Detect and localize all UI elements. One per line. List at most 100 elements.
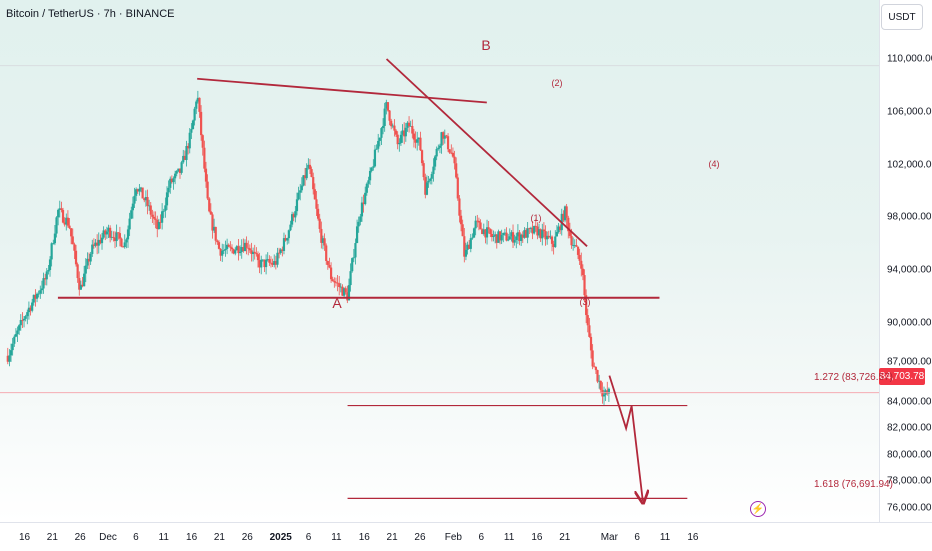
candle-body: [550, 236, 554, 244]
candle-body: [258, 260, 261, 268]
candle-body: [464, 249, 468, 257]
candle-body: [318, 218, 321, 229]
y-tick-label: 110,000.00: [887, 53, 932, 65]
candle-body: [416, 139, 419, 143]
candle-body: [141, 187, 144, 199]
candle-body: [156, 219, 159, 230]
candle-body: [487, 227, 490, 229]
candle-body: [481, 229, 484, 234]
candle-body: [570, 235, 573, 246]
candle-body: [79, 284, 82, 290]
candle-body: [263, 259, 266, 268]
currency-button[interactable]: USDT: [881, 4, 923, 30]
candle-body: [193, 108, 196, 121]
x-tick-label: 21: [559, 532, 571, 543]
candle-body: [248, 248, 251, 251]
candle-body: [315, 199, 318, 209]
candle-body: [65, 217, 68, 225]
candle-body: [388, 110, 391, 121]
y-tick-label: 102,000.00: [887, 159, 932, 171]
x-tick-label: 26: [74, 532, 86, 543]
candle-body: [214, 226, 217, 241]
candle-body: [138, 188, 141, 192]
candle-body: [539, 229, 542, 239]
candle-body: [375, 148, 378, 150]
symbol-title[interactable]: Bitcoin / TetherUS · 7h · BINANCE: [6, 8, 175, 20]
candle-body: [126, 229, 130, 240]
candle-body: [523, 230, 526, 238]
x-tick-label: 21: [46, 532, 58, 543]
candle-body: [403, 130, 406, 137]
candle-body: [383, 108, 386, 126]
candle-body: [107, 227, 110, 232]
time-axis[interactable]: [0, 522, 932, 551]
candle-body: [122, 246, 125, 248]
trendline-upper-A[interactable]: [197, 77, 487, 104]
candle-body: [58, 208, 61, 210]
candle-body: [302, 175, 305, 186]
candle-body: [370, 167, 373, 171]
candle-body: [8, 355, 11, 362]
candle-body: [162, 210, 165, 212]
candle-body: [195, 101, 198, 109]
projection-path[interactable]: [608, 375, 642, 501]
candle-body: [213, 226, 216, 231]
candle-body: [357, 221, 360, 227]
candle-body: [360, 202, 364, 217]
candle-body: [276, 252, 279, 265]
candle-body: [177, 168, 180, 172]
candle-body: [112, 236, 115, 238]
candle-body: [55, 217, 58, 234]
candle-body: [84, 265, 87, 274]
y-tick-label: 90,000.00: [887, 317, 932, 329]
candle-body: [414, 139, 417, 143]
candle-body: [479, 222, 482, 230]
candle-body: [495, 234, 498, 243]
wave-label-2: (2): [551, 78, 563, 88]
candle-body: [91, 244, 94, 254]
candle-body: [516, 232, 520, 237]
candle-body: [511, 232, 515, 243]
candle-body: [593, 366, 596, 368]
candle-body: [497, 231, 500, 243]
candle-body: [149, 205, 152, 215]
candle-body: [113, 237, 117, 242]
y-tick-label: 98,000.00: [887, 211, 932, 223]
candle-body: [289, 224, 292, 231]
candle-body: [466, 244, 469, 250]
candle-body: [420, 150, 424, 164]
candle-body: [295, 199, 299, 212]
candle-body: [34, 294, 37, 299]
candle-body: [229, 246, 232, 248]
y-tick-label: 82,000.00: [887, 422, 932, 434]
trendline-descending[interactable]: [385, 58, 588, 247]
candle-body: [200, 111, 203, 136]
candle-body: [492, 235, 495, 238]
candle-body: [586, 315, 589, 326]
price-scale[interactable]: [879, 0, 932, 522]
candle-body: [70, 228, 73, 237]
candle-body: [409, 125, 412, 127]
candle-body: [591, 350, 594, 367]
candle-body: [336, 282, 339, 284]
candle-body: [429, 178, 432, 181]
candle-body: [323, 238, 326, 246]
candle-body: [68, 225, 71, 229]
candle-body: [100, 237, 104, 244]
candle-body: [266, 259, 269, 260]
candle-body: [518, 232, 521, 241]
candle-body: [576, 246, 580, 255]
candle-body: [71, 236, 74, 245]
candle-body: [118, 233, 121, 239]
lightning-alert-icon[interactable]: ⚡: [750, 501, 766, 517]
candle-body: [419, 137, 422, 151]
candle-body: [292, 214, 295, 218]
candle-body: [432, 166, 435, 175]
candle-body: [35, 293, 39, 299]
candle-body: [316, 208, 320, 219]
candle-body: [524, 230, 528, 238]
candle-body: [151, 214, 154, 217]
candle-body: [437, 147, 440, 149]
candle-body: [531, 227, 534, 234]
